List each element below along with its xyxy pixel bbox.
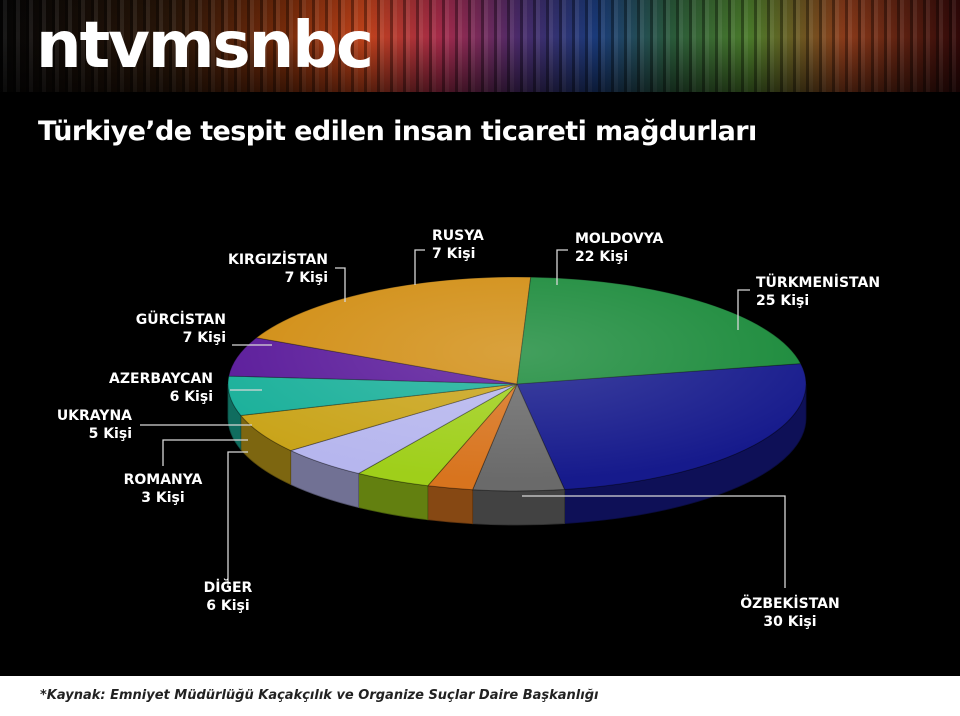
leader-line xyxy=(556,249,568,285)
slice-label: GÜRCİSTAN 7 Kişi xyxy=(136,310,226,346)
slice-side xyxy=(472,489,565,526)
footer: *Kaynak: Emniyet Müdürlüğü Kaçakçılık ve… xyxy=(0,676,960,716)
brand-logo: ntvmsnbc xyxy=(36,9,374,83)
leader-line xyxy=(522,495,786,588)
source-note: *Kaynak: Emniyet Müdürlüğü Kaçakçılık ve… xyxy=(40,688,599,703)
slice-label: MOLDOVYA 22 Kişi xyxy=(575,231,664,265)
slice-label: TÜRKMENİSTAN 25 Kişi xyxy=(756,273,880,309)
slice-labels: ÖZBEKİSTAN 30 Kişi DİĞER 6 Kişi ROMANYA 3 Kiş… xyxy=(57,228,880,630)
pie-gloss xyxy=(228,277,806,491)
leader-line xyxy=(162,439,248,466)
leader-line xyxy=(414,249,425,285)
slice-label: AZERBAYCAN 6 Kişi xyxy=(109,371,213,405)
slice-label: UKRAYNA 5 Kişi xyxy=(57,408,132,442)
chart-title: Türkiye’de tespit edilen insan ticareti … xyxy=(38,116,757,147)
pie-chart: ÖZBEKİSTAN 30 Kişi DİĞER 6 Kişi ROMANYA 3 Kiş… xyxy=(57,228,880,630)
leader-line xyxy=(737,289,750,330)
slice-label: ÖZBEKİSTAN 30 Kişi xyxy=(740,594,839,630)
leader-lines xyxy=(140,249,786,588)
slice-label: KIRGIZİSTAN 7 Kişi xyxy=(228,251,328,286)
pie-tops xyxy=(227,276,807,492)
slice-label: ROMANYA 3 Kişi xyxy=(124,472,203,506)
slice-side xyxy=(427,485,474,525)
brand-banner: ntvmsnbc xyxy=(0,0,960,92)
pie-sides xyxy=(227,383,807,526)
slice-label: DİĞER 6 Kişi xyxy=(204,578,253,614)
leader-line xyxy=(335,267,346,302)
leader-line xyxy=(227,451,248,586)
banner-shade xyxy=(0,0,960,92)
slice-label: RUSYA 7 Kişi xyxy=(432,228,484,262)
